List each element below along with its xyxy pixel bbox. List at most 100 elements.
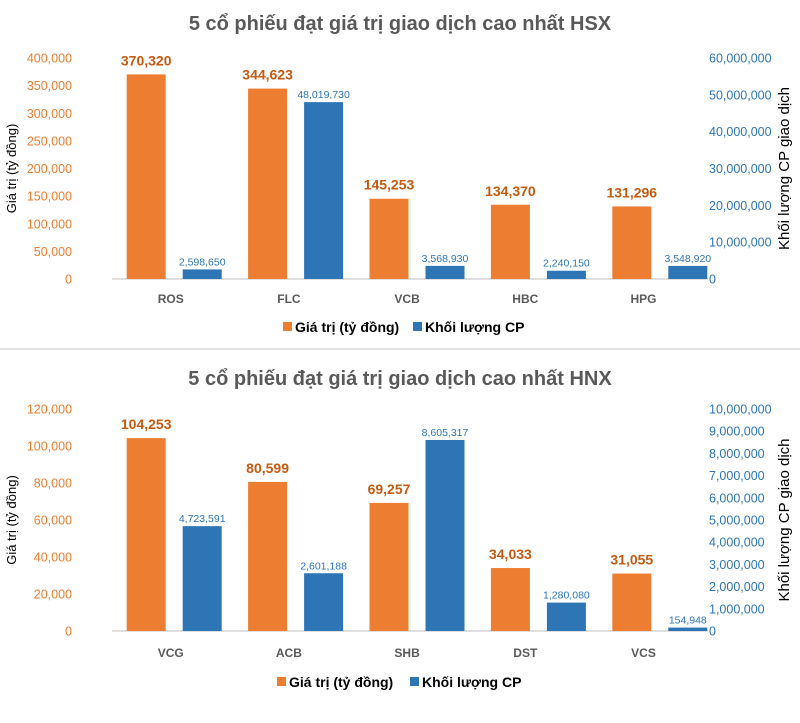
value-data-label: 80,599 bbox=[246, 460, 289, 476]
volume-data-label: 3,568,930 bbox=[422, 253, 469, 265]
value-bar bbox=[490, 204, 530, 279]
category-label: DST bbox=[513, 646, 538, 660]
left-axis-tick-label: 200,000 bbox=[27, 162, 72, 176]
volume-data-label: 154,948 bbox=[669, 615, 707, 627]
value-bar bbox=[612, 573, 652, 631]
left-axis-tick-label: 50,000 bbox=[34, 245, 72, 259]
value-data-label: 131,296 bbox=[606, 184, 657, 200]
right-axis-tick-label: 30,000,000 bbox=[709, 162, 772, 176]
left-axis-tick-label: 300,000 bbox=[27, 107, 72, 121]
category-label: HPG bbox=[630, 292, 656, 306]
volume-data-label: 3,548,920 bbox=[664, 253, 711, 265]
chart-title: 5 cổ phiếu đạt giá trị giao dịch cao nhấ… bbox=[189, 13, 612, 35]
right-axis-tick-label: 9,000,000 bbox=[709, 425, 765, 439]
legend-swatch-volume bbox=[410, 677, 419, 686]
volume-bar bbox=[546, 602, 586, 631]
value-bar bbox=[490, 568, 530, 631]
left-axis-tick-label: 100,000 bbox=[27, 217, 72, 231]
hnx-chart: 5 cổ phiếu đạt giá trị giao dịch cao nhấ… bbox=[4, 368, 793, 690]
volume-bar bbox=[182, 269, 222, 279]
right-axis-tick-label: 5,000,000 bbox=[709, 514, 765, 528]
category-label: HBC bbox=[512, 292, 538, 306]
right-axis-tick-label: 20,000,000 bbox=[709, 199, 772, 213]
left-axis-tick-label: 400,000 bbox=[27, 52, 72, 66]
volume-data-label: 2,598,650 bbox=[179, 256, 226, 268]
right-axis-tick-label: 4,000,000 bbox=[709, 536, 765, 550]
left-axis-title: Giá trị (tỷ đồng) bbox=[4, 475, 19, 565]
value-bar bbox=[248, 88, 288, 279]
left-axis-tick-label: 100,000 bbox=[27, 440, 72, 454]
value-data-label: 34,033 bbox=[489, 546, 532, 562]
value-data-label: 69,257 bbox=[368, 481, 411, 497]
left-axis-tick-label: 20,000 bbox=[34, 588, 72, 602]
right-axis-tick-label: 7,000,000 bbox=[709, 469, 765, 483]
right-axis-tick-label: 2,000,000 bbox=[709, 580, 765, 594]
value-bar bbox=[612, 206, 652, 279]
volume-bar bbox=[668, 265, 708, 279]
value-bar bbox=[126, 438, 166, 631]
volume-bar bbox=[546, 270, 586, 279]
right-axis-tick-label: 8,000,000 bbox=[709, 447, 765, 461]
right-axis-tick-label: 0 bbox=[709, 625, 716, 639]
category-label: VCB bbox=[394, 292, 420, 306]
legend-label-value: Giá trị (tỷ đồng) bbox=[289, 674, 393, 690]
volume-data-label: 1,280,080 bbox=[543, 590, 590, 602]
left-axis-tick-label: 120,000 bbox=[27, 403, 72, 417]
volume-bar bbox=[304, 102, 344, 280]
category-label: ROS bbox=[158, 292, 184, 306]
chart-title: 5 cổ phiếu đạt giá trị giao dịch cao nhấ… bbox=[188, 368, 612, 390]
volume-bar bbox=[304, 573, 344, 631]
volume-data-label: 4,723,591 bbox=[179, 513, 226, 525]
right-axis-tick-label: 3,000,000 bbox=[709, 558, 765, 572]
volume-bar bbox=[425, 265, 465, 279]
right-axis-tick-label: 10,000,000 bbox=[709, 403, 772, 417]
volume-data-label: 8,605,317 bbox=[422, 427, 469, 439]
value-bar bbox=[369, 198, 409, 279]
value-data-label: 145,253 bbox=[364, 177, 415, 193]
right-axis-tick-label: 0 bbox=[709, 273, 716, 287]
legend-label-value: Giá trị (tỷ đồng) bbox=[295, 319, 399, 335]
value-data-label: 31,055 bbox=[610, 552, 653, 568]
volume-bar bbox=[425, 439, 465, 631]
value-bar bbox=[369, 502, 409, 631]
value-data-label: 344,623 bbox=[242, 67, 293, 83]
right-axis-tick-label: 60,000,000 bbox=[709, 52, 772, 66]
left-axis-tick-label: 80,000 bbox=[34, 477, 72, 491]
legend-label-volume: Khối lượng CP bbox=[422, 674, 521, 690]
volume-data-label: 48,019,730 bbox=[297, 89, 350, 101]
value-data-label: 370,320 bbox=[121, 52, 172, 68]
left-axis-tick-label: 0 bbox=[65, 273, 72, 287]
right-axis-tick-label: 10,000,000 bbox=[709, 236, 772, 250]
legend-label-volume: Khối lượng CP bbox=[425, 319, 524, 335]
value-bar bbox=[248, 481, 288, 631]
left-axis-tick-label: 60,000 bbox=[34, 514, 72, 528]
value-data-label: 104,253 bbox=[121, 416, 172, 432]
volume-data-label: 2,240,150 bbox=[543, 258, 590, 270]
legend-swatch-value bbox=[277, 677, 286, 686]
right-axis-tick-label: 1,000,000 bbox=[709, 602, 765, 616]
left-axis-tick-label: 250,000 bbox=[27, 134, 72, 148]
right-axis-tick-label: 50,000,000 bbox=[709, 88, 772, 102]
left-axis-tick-label: 350,000 bbox=[27, 79, 72, 93]
right-axis-tick-label: 6,000,000 bbox=[709, 491, 765, 505]
left-axis-tick-label: 0 bbox=[65, 625, 72, 639]
legend-swatch-volume bbox=[413, 322, 422, 331]
hsx-chart: 5 cổ phiếu đạt giá trị giao dịch cao nhấ… bbox=[4, 13, 793, 335]
left-axis-tick-label: 40,000 bbox=[34, 551, 72, 565]
left-axis-tick-label: 150,000 bbox=[27, 190, 72, 204]
category-label: VCS bbox=[631, 646, 656, 660]
legend-swatch-value bbox=[283, 322, 292, 331]
category-label: VCG bbox=[158, 646, 184, 660]
value-bar bbox=[126, 74, 166, 280]
left-axis-title: Giá trị (tỷ đồng) bbox=[4, 124, 19, 214]
right-axis-title: Khối lượng CP giao dịch bbox=[776, 87, 793, 250]
category-label: SHB bbox=[394, 646, 420, 660]
right-axis-tick-label: 40,000,000 bbox=[709, 125, 772, 139]
volume-data-label: 2,601,188 bbox=[300, 560, 347, 572]
right-axis-title: Khối lượng CP giao dịch bbox=[776, 438, 793, 601]
category-label: ACB bbox=[276, 646, 302, 660]
volume-bar bbox=[182, 526, 222, 631]
volume-bar bbox=[668, 627, 708, 631]
value-data-label: 134,370 bbox=[485, 183, 536, 199]
